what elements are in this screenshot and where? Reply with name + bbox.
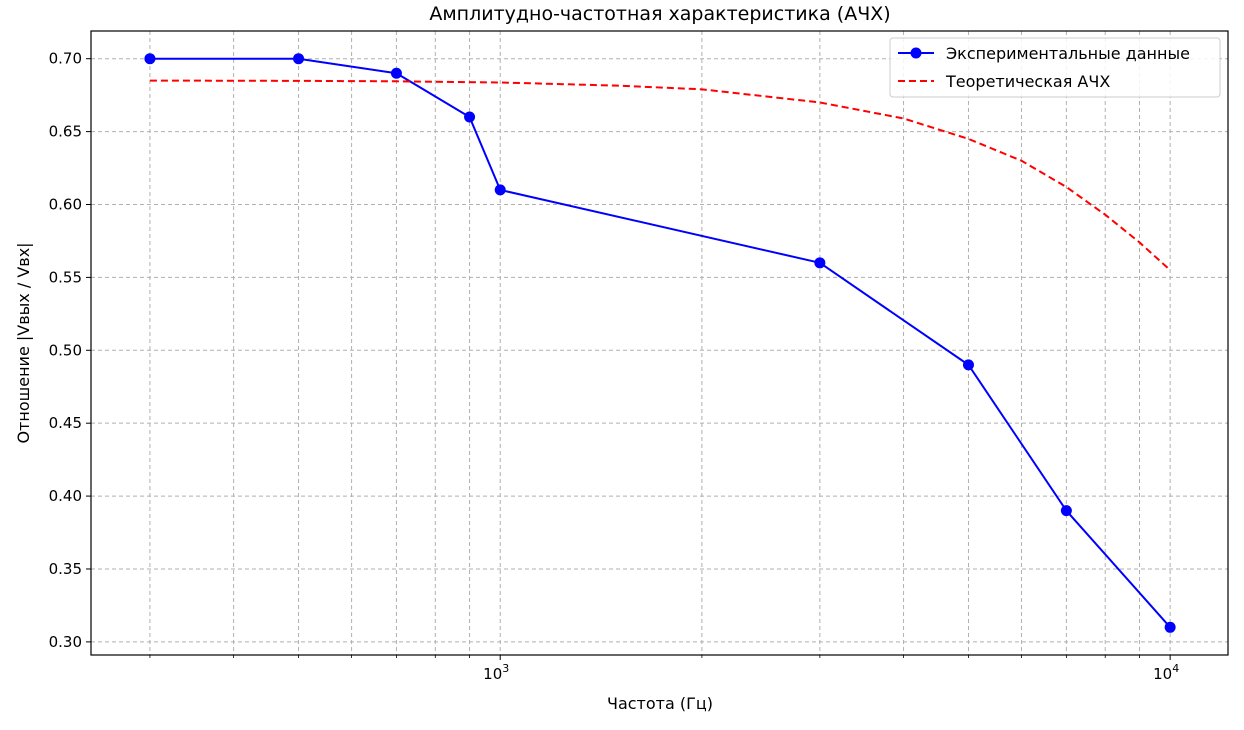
- legend-marker-experimental: [910, 47, 922, 59]
- experimental-data-point: [814, 257, 826, 269]
- x-tick-label: 103: [483, 662, 509, 683]
- experimental-series-line: [149, 57, 1171, 628]
- y-tick-label: 0.50: [49, 341, 82, 359]
- grid: [91, 31, 1228, 655]
- y-tick-label: 0.35: [49, 560, 82, 578]
- y-axis-label: Отношение |Vвых / Vвх|: [14, 242, 33, 443]
- y-tick-label: 0.45: [49, 414, 82, 432]
- chart-title: Амплитудно-частотная характеристика (АЧХ…: [429, 3, 890, 25]
- y-tick-label: 0.70: [49, 50, 82, 68]
- legend-label-experimental: Экспериментальные данные: [946, 44, 1190, 63]
- experimental-data-point: [1164, 621, 1176, 633]
- y-tick-label: 0.30: [49, 633, 82, 651]
- experimental-data-point: [464, 111, 476, 123]
- legend-box: [889, 37, 1221, 98]
- experimental-data-point: [962, 359, 974, 371]
- legend-label-theoretical: Теоретическая АЧХ: [945, 72, 1110, 91]
- theoretical-series-line: [149, 79, 1171, 271]
- experimental-data-point: [1060, 505, 1072, 517]
- y-tick-label: 0.60: [49, 195, 82, 213]
- legend: Экспериментальные данные Теоретическая А…: [889, 37, 1221, 98]
- y-tick-label: 0.65: [49, 123, 82, 141]
- x-axis-label: Частота (Гц): [607, 694, 713, 713]
- experimental-data-point: [293, 53, 305, 65]
- plot-frame: [90, 30, 1229, 656]
- experimental-data-point: [390, 67, 402, 79]
- series-layer: [144, 53, 1176, 633]
- x-tick-label: 104: [1153, 662, 1179, 683]
- axis-ticks: 0.30 0.35 0.40 0.45 0.50 0.55 0.60 0.65 0.70 103 1…: [49, 50, 1180, 683]
- y-tick-label: 0.55: [49, 268, 82, 286]
- y-tick-label: 0.40: [49, 487, 82, 505]
- experimental-data-point: [144, 53, 156, 65]
- experimental-data-point: [494, 184, 506, 196]
